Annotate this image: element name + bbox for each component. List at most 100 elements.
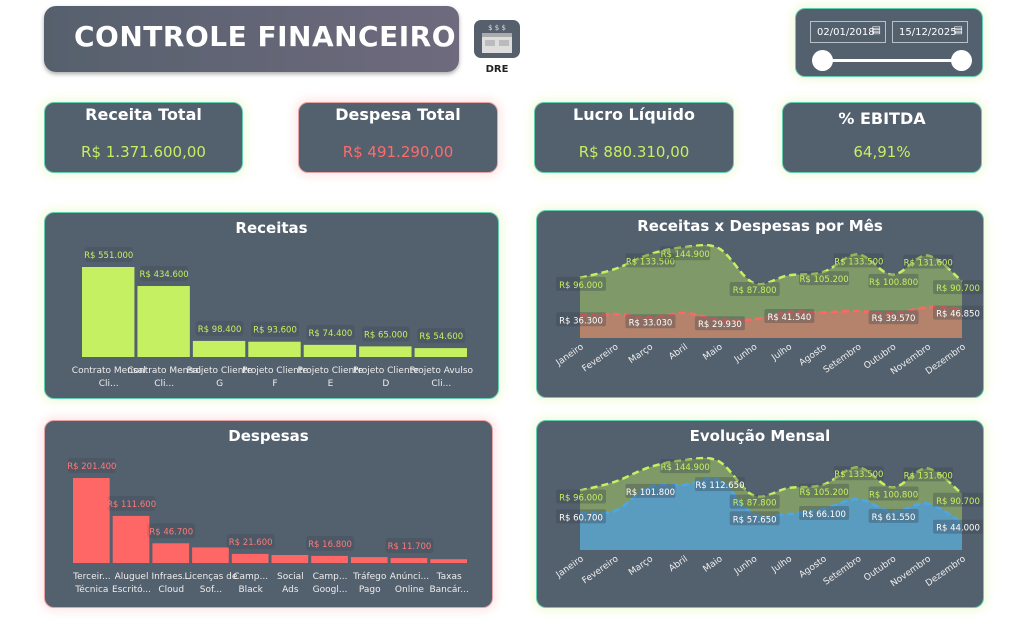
data-label-bg (306, 535, 355, 551)
data-label-bg (625, 483, 676, 498)
category-label: Social (277, 572, 304, 582)
data-label: R$ 16.800 (308, 540, 352, 550)
dollar-report-icon: $ $ $ (482, 24, 512, 53)
month-label: Maio (701, 342, 725, 363)
data-label: R$ 29.930 (698, 320, 742, 330)
data-label-bg (868, 310, 919, 325)
bar (359, 346, 412, 357)
data-label-bg (226, 533, 275, 549)
data-label: R$ 57.650 (733, 515, 777, 525)
kpi-value: R$ 1.371.600,00 (81, 143, 206, 161)
month-label: Abril (667, 554, 690, 574)
data-label-bg (417, 328, 466, 344)
data-label: R$ 98.400 (198, 325, 242, 335)
category-label: Infraes... (151, 572, 191, 582)
data-label: R$ 133.500 (834, 257, 883, 267)
category-label: Bancár... (429, 585, 468, 595)
category-label: Escritó... (112, 584, 151, 595)
kpi-label: Lucro Líquido (573, 105, 695, 124)
end-date-input[interactable]: 15/12/2025 ▤ (892, 21, 968, 43)
data-label: R$ 93.600 (253, 326, 297, 336)
month-label: Setembro (822, 342, 864, 376)
series-line (579, 477, 963, 524)
kpi-despesa-total: Despesa Total R$ 491.290,00 (298, 102, 498, 173)
data-label-bg (933, 280, 983, 295)
data-label-bg (556, 509, 606, 524)
data-label-bg (868, 508, 919, 523)
dre-label: DRE (485, 64, 509, 75)
data-label: R$ 21.600 (229, 538, 273, 548)
series-line (579, 305, 963, 322)
chart-title: Evolução Mensal (689, 427, 831, 445)
data-label: R$ 105.200 (800, 488, 849, 498)
data-label-bg (107, 495, 156, 511)
bar (192, 547, 229, 563)
receitas-chart: Receitas R$ 551.000 Contrato Mensal Cli... R… (44, 212, 499, 399)
category-label: Camp... (233, 572, 268, 582)
dre-button[interactable]: $ $ $ (474, 20, 520, 58)
series-area (580, 478, 962, 550)
data-label: R$ 90.700 (936, 497, 980, 507)
category-label: Tráfego (352, 572, 387, 582)
data-label-bg (625, 314, 676, 329)
data-label-bg (729, 494, 780, 509)
category-label: F (272, 379, 277, 389)
category-label: Projeto Cliente (353, 366, 419, 376)
svg-text:$ $ $: $ $ $ (488, 24, 506, 32)
category-label: Ads (282, 585, 299, 595)
data-label-bg (933, 519, 983, 534)
data-label-bg (833, 466, 884, 481)
month-label: Junho (732, 554, 760, 578)
bar (414, 348, 467, 357)
month-label: Agosto (798, 342, 830, 368)
chart-title: Receitas x Despesas por Mês (637, 217, 883, 235)
kpi-label: Despesa Total (335, 105, 461, 124)
data-label: R$ 201.400 (67, 462, 116, 472)
data-label: R$ 36.300 (559, 316, 603, 326)
data-label-bg (833, 253, 884, 268)
data-label-bg (903, 467, 954, 482)
month-label: Maio (701, 554, 725, 575)
data-label-bg (903, 254, 954, 269)
category-label: Cloud (158, 585, 184, 595)
kpi-lucro-liquido: Lucro Líquido R$ 880.310,00 (534, 102, 734, 173)
category-label: Googl... (313, 585, 348, 595)
kpi-label: % EBITDA (838, 109, 926, 128)
data-label-bg (556, 312, 606, 327)
bar (390, 558, 428, 563)
slider-track (822, 59, 962, 62)
calendar-icon: ▤ (871, 25, 881, 36)
data-label-bg (660, 246, 711, 261)
data-label-bg (251, 321, 299, 337)
bar (152, 543, 190, 563)
page-title: CONTROLE FINANCEIRO (74, 20, 457, 53)
data-label: R$ 39.570 (872, 314, 916, 324)
category-label: Projeto Cliente (187, 366, 253, 376)
category-label: Camp... (313, 572, 348, 582)
category-label: Aluguel (115, 572, 149, 582)
data-label: R$ 74.400 (309, 329, 353, 339)
data-label-bg (195, 320, 244, 336)
start-date-input[interactable]: 02/01/2018 ▤ (810, 21, 886, 43)
kpi-receita-total: Receita Total R$ 1.371.600,00 (44, 102, 243, 173)
category-label: E (328, 379, 334, 389)
month-label: Setembro (822, 554, 864, 588)
despesas-bar-svg: R$ 201.400 Terceir... Técnica R$ 111.600 Alu… (67, 458, 469, 595)
data-label: R$ 66.100 (802, 510, 846, 520)
slider-start-handle[interactable] (812, 50, 833, 71)
data-label-bg (84, 247, 133, 262)
evolucao-mensal-chart: Evolução Mensal R$ 96.000 R$ 144.900 R$ 87.… (536, 420, 984, 608)
bar (271, 554, 309, 563)
slider-end-handle[interactable] (951, 50, 972, 71)
data-label-bg (799, 506, 850, 521)
month-label: Julho (769, 342, 794, 364)
title-banner: CONTROLE FINANCEIRO (44, 6, 459, 72)
start-date-value: 02/01/2018 (817, 27, 875, 38)
data-label-bg (660, 459, 711, 474)
data-label: R$ 101.800 (626, 488, 675, 498)
data-label-bg (933, 305, 983, 320)
data-label-bg (694, 316, 745, 331)
data-label-bg (799, 483, 850, 498)
data-label-bg (385, 538, 434, 554)
